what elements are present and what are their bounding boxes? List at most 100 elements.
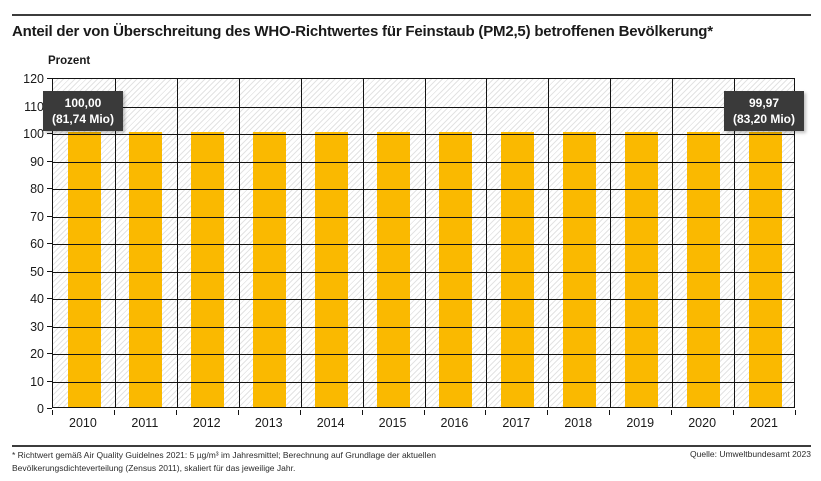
- gridline-110: [53, 106, 794, 108]
- y-tick-label-20: 20: [30, 347, 44, 361]
- x-tick-label-2011: 2011: [131, 416, 159, 430]
- y-tick-mark-100: [47, 133, 52, 134]
- bar-2013: [253, 132, 287, 407]
- bar-2016: [439, 132, 472, 407]
- y-tick-label-110: 110: [24, 99, 44, 114]
- gridline-40: [53, 299, 794, 300]
- x-tick-mark-9: [609, 410, 611, 415]
- y-tick-label-100: 100: [23, 127, 44, 141]
- y-tick-label-10: 10: [30, 374, 44, 389]
- y-tick-label-90: 90: [30, 154, 44, 169]
- gridline-col-8: [548, 79, 550, 407]
- y-tick-label-70: 70: [30, 209, 44, 224]
- bar-2010: [67, 132, 101, 407]
- y-tick-mark-30: [47, 325, 52, 327]
- bar-2018: [562, 132, 596, 407]
- bar-2021: [748, 132, 782, 407]
- y-tick-mark-10: [47, 380, 52, 382]
- gridline-10: [53, 381, 794, 383]
- gridline-90: [53, 161, 794, 163]
- x-tick-label-2021: 2021: [750, 416, 778, 430]
- x-tick-label-2016: 2016: [440, 416, 469, 430]
- y-tick-label-30: 30: [30, 319, 44, 334]
- data-label-value: 99,97: [748, 96, 780, 111]
- data-label-2010: 100,00 (81,74 Mio): [42, 91, 124, 131]
- x-tick-mark-8: [547, 410, 549, 415]
- y-axis-title: Prozent: [48, 55, 91, 67]
- y-tick-mark-120: [47, 78, 52, 79]
- y-tick-label-50: 50: [30, 264, 44, 279]
- bar-2020: [686, 132, 720, 407]
- gridline-col-3: [238, 79, 240, 407]
- gridline-col-6: [424, 79, 426, 407]
- x-tick-mark-7: [485, 410, 487, 415]
- y-tick-mark-60: [47, 243, 52, 244]
- y-tick-label-0: 0: [37, 402, 44, 416]
- x-tick-mark-3: [237, 410, 239, 415]
- gridline-20: [53, 354, 794, 355]
- x-tick-label-2017: 2017: [502, 416, 531, 430]
- x-tick-label-2018: 2018: [564, 416, 593, 430]
- y-tick-mark-90: [47, 160, 52, 162]
- footnote-line-1: * Richtwert gemäß Air Quality Guidelnes …: [12, 450, 436, 460]
- bar-2019: [624, 132, 658, 407]
- x-tick-mark-4: [299, 410, 301, 415]
- gridline-30: [53, 326, 794, 328]
- bar-2011: [129, 132, 163, 407]
- plot-area: [52, 78, 795, 408]
- top-rule: [12, 14, 811, 16]
- bar-2017: [500, 132, 534, 407]
- y-tick-label-40: 40: [30, 292, 44, 306]
- footnote-line-2: Bevölkerungsdichteverteilung (Zensus 201…: [12, 463, 296, 473]
- source-credit: Quelle: Umweltbundesamt 2023: [690, 449, 811, 459]
- x-tick-label-2013: 2013: [254, 416, 283, 430]
- x-tick-label-2020: 2020: [688, 416, 717, 430]
- x-tick-label-2019: 2019: [626, 416, 655, 430]
- gridline-100: [53, 134, 794, 135]
- data-label-value: 100,00: [64, 96, 102, 110]
- gridline-70: [53, 216, 794, 218]
- x-tick-mark-2: [175, 410, 177, 415]
- gridline-col-10: [672, 79, 674, 407]
- y-tick-mark-40: [47, 298, 52, 299]
- x-tick-label-2010: 2010: [69, 416, 97, 430]
- data-label-detail: (81,74 Mio): [51, 112, 115, 126]
- gridline-50: [53, 271, 794, 273]
- y-tick-label-60: 60: [30, 237, 44, 251]
- gridline-col-5: [362, 79, 364, 407]
- gridline-60: [53, 244, 794, 245]
- gridline-col-7: [486, 79, 488, 407]
- gridline-col-4: [300, 79, 302, 407]
- x-tick-mark-12: [795, 410, 796, 415]
- y-tick-mark-80: [47, 188, 52, 189]
- x-tick-label-2014: 2014: [316, 416, 345, 430]
- y-tick-label-120: 120: [23, 72, 44, 86]
- bottom-rule: [12, 445, 811, 447]
- gridline-col-11: [734, 79, 736, 407]
- x-tick-label-2015: 2015: [378, 416, 407, 430]
- footnote: * Richtwert gemäß Air Quality Guidelnes …: [12, 449, 436, 475]
- data-label-2021: 99,97 (83,20 Mio): [723, 91, 805, 132]
- x-tick-mark-6: [423, 410, 425, 415]
- chart-title: Anteil der von Überschreitung des WHO-Ri…: [12, 23, 713, 40]
- bar-2015: [377, 132, 410, 407]
- x-tick-label-2012: 2012: [192, 416, 221, 430]
- x-tick-mark-11: [733, 410, 735, 415]
- x-tick-mark-5: [361, 410, 363, 415]
- x-tick-mark-0: [52, 410, 53, 415]
- bar-2012: [191, 132, 225, 407]
- gridline-col-9: [610, 79, 612, 407]
- gridline-col-1: [114, 79, 116, 407]
- x-tick-mark-10: [671, 410, 673, 415]
- y-tick-mark-50: [47, 270, 52, 272]
- y-tick-mark-20: [47, 353, 52, 354]
- x-tick-mark-1: [113, 410, 115, 415]
- data-label-detail: (83,20 Mio): [732, 112, 796, 127]
- y-tick-mark-70: [47, 215, 52, 217]
- y-tick-label-80: 80: [30, 182, 44, 196]
- gridline-80: [53, 189, 794, 190]
- y-tick-mark-0: [47, 408, 52, 409]
- bar-2014: [315, 132, 349, 407]
- gridline-col-2: [176, 79, 178, 407]
